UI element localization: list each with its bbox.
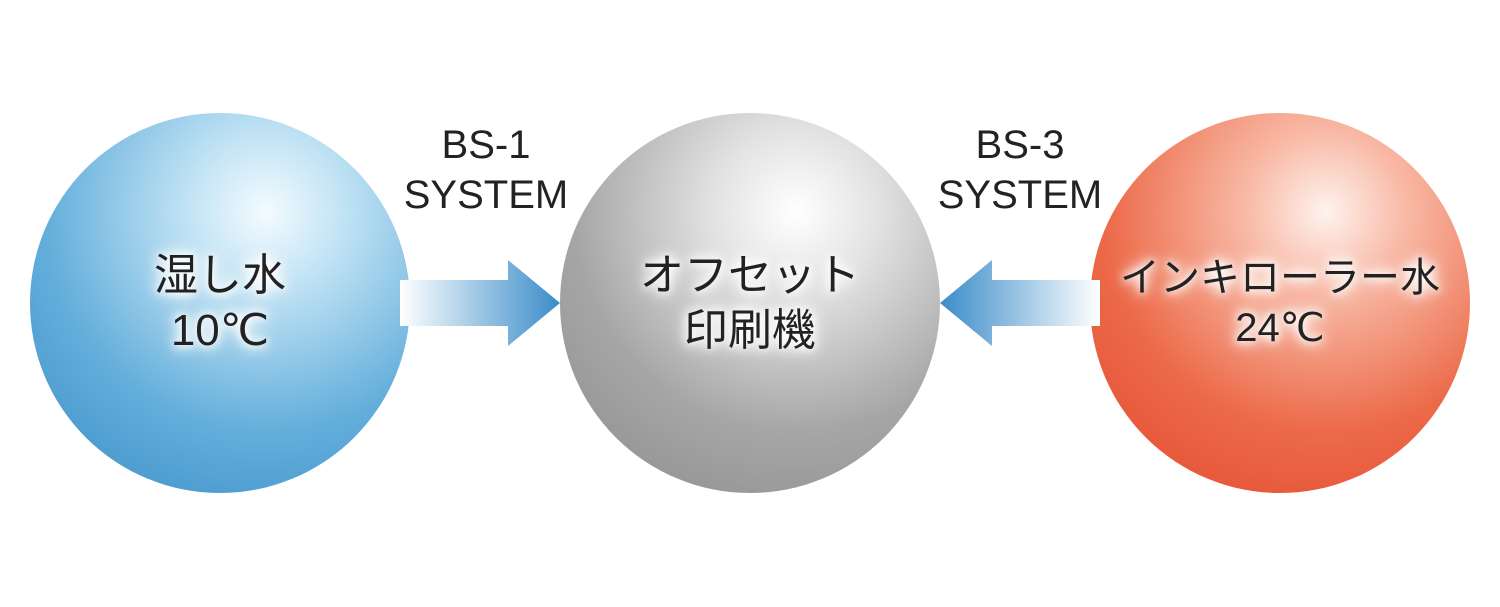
sphere-center-line2: 印刷機 — [684, 306, 816, 355]
arrow-label-bs1-line1: BS-1 — [442, 123, 531, 167]
sphere-offset-press-label: オフセット 印刷機 — [640, 248, 860, 358]
sphere-dampening-water: 湿し水 10℃ — [30, 113, 410, 493]
sphere-center-line1: オフセット — [640, 251, 860, 300]
sphere-offset-press: オフセット 印刷機 — [560, 113, 940, 493]
sphere-dampening-water-label: 湿し水 10℃ — [154, 248, 286, 358]
sphere-left-line2: 10℃ — [171, 306, 269, 355]
sphere-right-line2: 24℃ — [1235, 306, 1324, 350]
arrow-label-bs3-line2: SYSTEM — [938, 173, 1102, 217]
sphere-left-line1: 湿し水 — [154, 251, 286, 300]
sphere-ink-roller-water-label: インキローラー水 24℃ — [1120, 253, 1440, 353]
sphere-right-line1: インキローラー水 — [1120, 256, 1440, 300]
system-diagram: 湿し水 10℃ オフセット 印刷機 インキローラー水 24℃ BS-1 SYST… — [0, 0, 1500, 607]
arrow-right-icon — [400, 260, 560, 346]
arrow-label-bs3: BS-3 SYSTEM — [900, 120, 1140, 220]
arrow-label-bs1: BS-1 SYSTEM — [366, 120, 606, 220]
arrow-label-bs1-line2: SYSTEM — [404, 173, 568, 217]
sphere-ink-roller-water: インキローラー水 24℃ — [1090, 113, 1470, 493]
arrow-label-bs3-line1: BS-3 — [976, 123, 1065, 167]
arrow-left-icon — [940, 260, 1100, 346]
